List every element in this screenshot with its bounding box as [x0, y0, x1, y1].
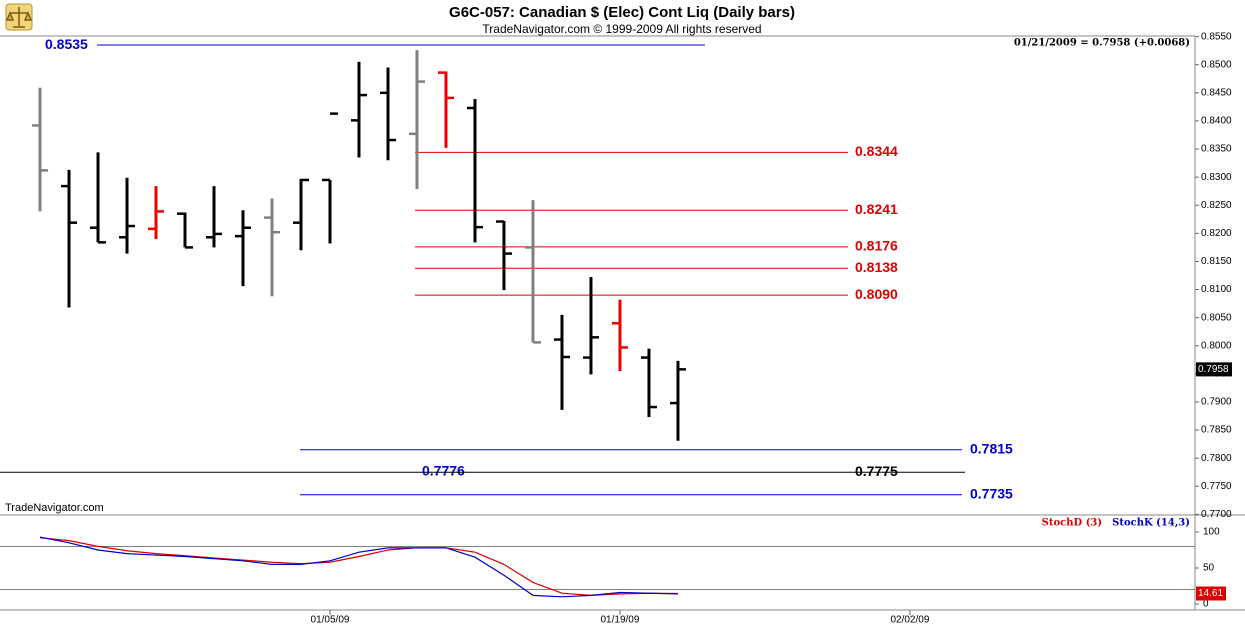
y-tick-label: 0.8000	[1201, 340, 1232, 351]
y-tick-label: 0.8450	[1201, 87, 1232, 98]
y-tick-label: 0.8250	[1201, 200, 1232, 211]
y-tick-label: 0.7900	[1201, 397, 1232, 408]
chart-subtitle: TradeNavigator.com © 1999-2009 All right…	[482, 22, 761, 36]
y-tick-label: 0.7750	[1201, 481, 1232, 492]
y-tick-label: 0.7800	[1201, 453, 1232, 464]
y-tick-label: 0.7700	[1201, 509, 1232, 520]
level-label: 0.8176	[855, 238, 898, 254]
y-tick-label: 0.8400	[1201, 116, 1232, 127]
y-tick-label: 100	[1203, 527, 1220, 538]
watermark: TradeNavigator.com	[5, 502, 104, 514]
level-label: 0.8344	[855, 143, 898, 159]
x-tick-label: 01/05/09	[311, 615, 350, 626]
last-price-label: 0.7958	[1198, 364, 1229, 375]
y-tick-label: 0	[1203, 599, 1209, 610]
level-label: 0.7815	[970, 440, 1013, 456]
last-value-label: 14.61	[1198, 588, 1223, 599]
chart-title: G6C-057: Canadian $ (Elec) Cont Liq (Dai…	[449, 4, 795, 21]
level-label: 0.7776	[422, 462, 465, 478]
x-tick-label: 01/19/09	[601, 615, 640, 626]
y-tick-label: 0.8300	[1201, 172, 1232, 183]
y-tick-label: 0.7850	[1201, 425, 1232, 436]
logo	[5, 3, 33, 31]
y-tick-label: 0.8200	[1201, 228, 1232, 239]
level-label: 0.8241	[855, 201, 898, 217]
x-tick-label: 02/02/09	[890, 615, 929, 626]
level-label: 0.8090	[855, 286, 898, 302]
stoch-line	[39, 537, 678, 596]
y-tick-label: 0.8150	[1201, 256, 1232, 267]
y-tick-label: 0.8350	[1201, 144, 1232, 155]
legend-entry: StochK (14,3)	[1112, 518, 1190, 529]
level-label: 0.8535	[45, 36, 88, 52]
last-price-tag	[1196, 362, 1232, 377]
level-label: 0.7775	[855, 463, 898, 479]
last-value-tag	[1196, 586, 1226, 601]
y-tick-label: 50	[1203, 563, 1215, 574]
level-label: 0.8138	[855, 259, 898, 275]
stoch-line	[39, 536, 678, 598]
status-text: 01/21/2009 = 0.7958 (+0.0068)	[1014, 38, 1190, 49]
y-tick-label: 0.8100	[1201, 284, 1232, 295]
level-label: 0.7735	[970, 485, 1013, 501]
y-tick-label: 0.8050	[1201, 312, 1232, 323]
y-tick-label: 0.8500	[1201, 59, 1232, 70]
legend-entry: StochD (3)	[1042, 518, 1102, 529]
y-tick-label: 0.8550	[1201, 31, 1232, 42]
